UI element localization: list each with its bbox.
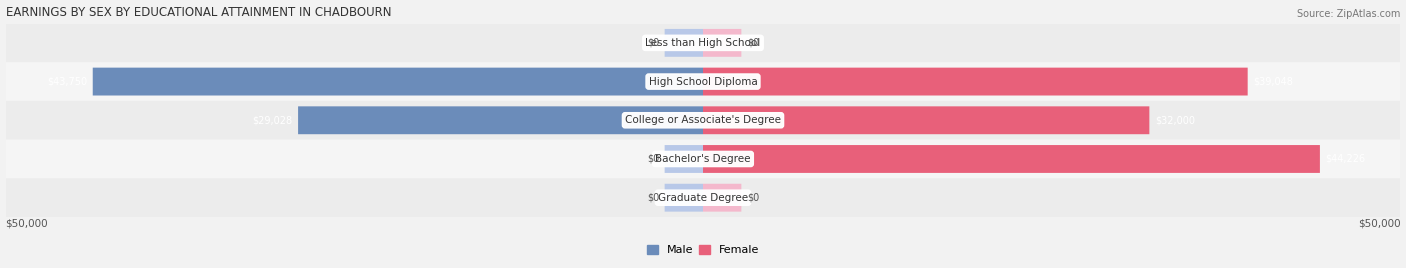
Text: Source: ZipAtlas.com: Source: ZipAtlas.com (1298, 9, 1400, 19)
FancyBboxPatch shape (665, 145, 703, 173)
Text: $32,000: $32,000 (1154, 115, 1195, 125)
FancyBboxPatch shape (298, 106, 703, 134)
Text: Less than High School: Less than High School (645, 38, 761, 48)
Text: $0: $0 (647, 38, 659, 48)
FancyBboxPatch shape (703, 145, 1320, 173)
FancyBboxPatch shape (703, 29, 741, 57)
FancyBboxPatch shape (703, 184, 741, 212)
Text: $29,028: $29,028 (253, 115, 292, 125)
Legend: Male, Female: Male, Female (643, 241, 763, 260)
Text: $44,226: $44,226 (1326, 154, 1365, 164)
Text: $0: $0 (747, 193, 759, 203)
FancyBboxPatch shape (665, 29, 703, 57)
FancyBboxPatch shape (6, 24, 1400, 62)
FancyBboxPatch shape (6, 62, 1400, 101)
FancyBboxPatch shape (6, 140, 1400, 178)
Text: $0: $0 (747, 38, 759, 48)
Text: EARNINGS BY SEX BY EDUCATIONAL ATTAINMENT IN CHADBOURN: EARNINGS BY SEX BY EDUCATIONAL ATTAINMEN… (6, 6, 391, 19)
FancyBboxPatch shape (703, 68, 1247, 95)
FancyBboxPatch shape (6, 101, 1400, 140)
FancyBboxPatch shape (93, 68, 703, 95)
Text: $50,000: $50,000 (1358, 219, 1400, 229)
Text: $39,048: $39,048 (1253, 77, 1294, 87)
FancyBboxPatch shape (6, 178, 1400, 217)
Text: $43,750: $43,750 (46, 77, 87, 87)
Text: $0: $0 (647, 193, 659, 203)
Text: $50,000: $50,000 (6, 219, 48, 229)
Text: High School Diploma: High School Diploma (648, 77, 758, 87)
Text: Bachelor's Degree: Bachelor's Degree (655, 154, 751, 164)
FancyBboxPatch shape (703, 106, 1149, 134)
FancyBboxPatch shape (665, 184, 703, 212)
Text: College or Associate's Degree: College or Associate's Degree (626, 115, 780, 125)
Text: Graduate Degree: Graduate Degree (658, 193, 748, 203)
Text: $0: $0 (647, 154, 659, 164)
